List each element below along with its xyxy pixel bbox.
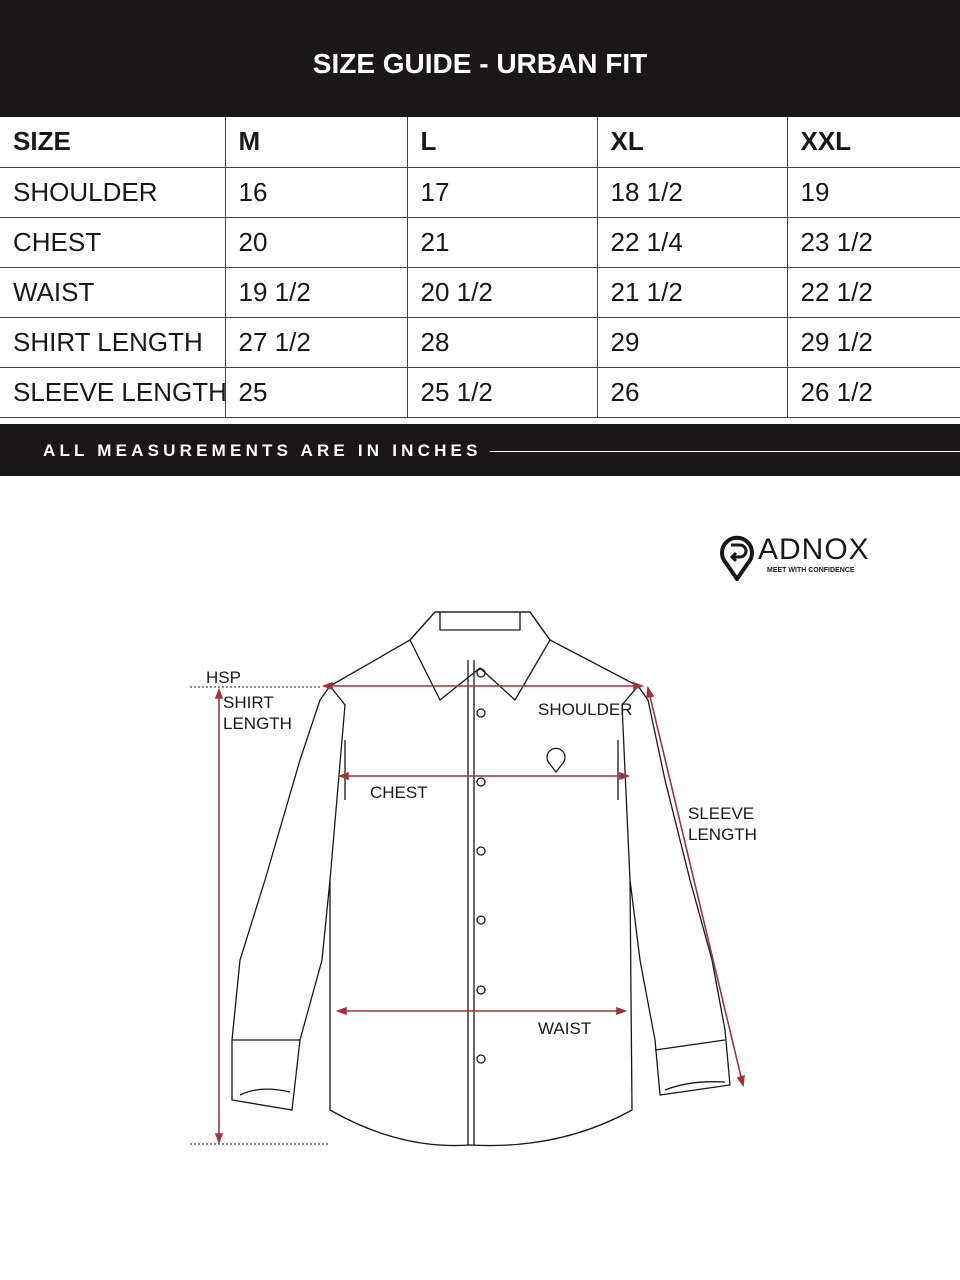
cell-value: 19	[786, 167, 960, 218]
table-row: SHIRT LENGTH 27 1/2 28 29 29 1/2	[0, 317, 960, 368]
label-shoulder: SHOULDER	[538, 700, 633, 719]
cell-value: 29	[596, 317, 787, 368]
header-cell: SIZE	[0, 117, 225, 168]
page-title: SIZE GUIDE - URBAN FIT	[0, 0, 960, 117]
cell-value: 20 1/2	[406, 267, 597, 318]
header-cell: XL	[596, 117, 787, 168]
cell-value: 21 1/2	[596, 267, 787, 318]
cell-value: 18 1/2	[596, 167, 787, 218]
size-table: SIZE M L XL XXL SHOULDER 16 17 18 1/2 19 CHES…	[0, 117, 960, 418]
cell-value: 23 1/2	[786, 217, 960, 268]
row-label: SHIRT LENGTH	[0, 317, 225, 368]
label-line: SLEEVE	[688, 804, 755, 823]
logo-icon	[720, 535, 754, 581]
cell-value: 16	[224, 167, 407, 218]
table-row: WAIST 19 1/2 20 1/2 21 1/2 22 1/2	[0, 267, 960, 318]
label-chest: CHEST	[370, 783, 428, 802]
cell-value: 17	[406, 167, 597, 218]
label-line: SHIRT	[223, 693, 274, 712]
cell-value: 20	[224, 217, 407, 268]
row-label: CHEST	[0, 217, 225, 268]
row-label: WAIST	[0, 267, 225, 318]
label-waist: WAIST	[538, 1019, 592, 1038]
header-cell: L	[406, 117, 597, 168]
table-header-row: SIZE M L XL XXL	[0, 117, 960, 168]
cell-value: 19 1/2	[224, 267, 407, 318]
table-row: SLEEVE LENGTH 25 25 1/2 26 26 1/2	[0, 367, 960, 418]
label-sleeve-length: SLEEVE LENGTH	[688, 803, 757, 845]
cell-value: 26 1/2	[786, 367, 960, 418]
label-shirt-length: SHIRT LENGTH	[223, 692, 292, 734]
cell-value: 25 1/2	[406, 367, 597, 418]
row-label: SHOULDER	[0, 167, 225, 218]
units-banner: ALL MEASUREMENTS ARE IN INCHES	[0, 424, 960, 476]
divider	[490, 451, 960, 452]
row-label: SLEEVE LENGTH	[0, 367, 227, 418]
logo-wordmark: ADNOX	[758, 533, 870, 566]
cell-value: 22 1/4	[596, 217, 787, 268]
label-line: LENGTH	[688, 825, 757, 844]
table-row: SHOULDER 16 17 18 1/2 19	[0, 167, 960, 218]
label-line: LENGTH	[223, 714, 292, 733]
cell-value: 26	[596, 367, 787, 418]
logo-tagline: MEET WITH CONFIDENCE	[767, 567, 855, 574]
label-hsp: HSP	[206, 668, 241, 687]
cell-value: 29 1/2	[786, 317, 960, 368]
table-row: CHEST 20 21 22 1/4 23 1/2	[0, 217, 960, 268]
cell-value: 22 1/2	[786, 267, 960, 318]
brand-logo: ADNOX MEET WITH CONFIDENCE	[720, 533, 880, 583]
cell-value: 21	[406, 217, 597, 268]
header-cell: XXL	[786, 117, 960, 168]
cell-value: 25	[224, 367, 407, 418]
cell-value: 28	[406, 317, 597, 368]
header-cell: M	[224, 117, 407, 168]
units-note: ALL MEASUREMENTS ARE IN INCHES	[43, 441, 482, 460]
cell-value: 27 1/2	[224, 317, 407, 368]
